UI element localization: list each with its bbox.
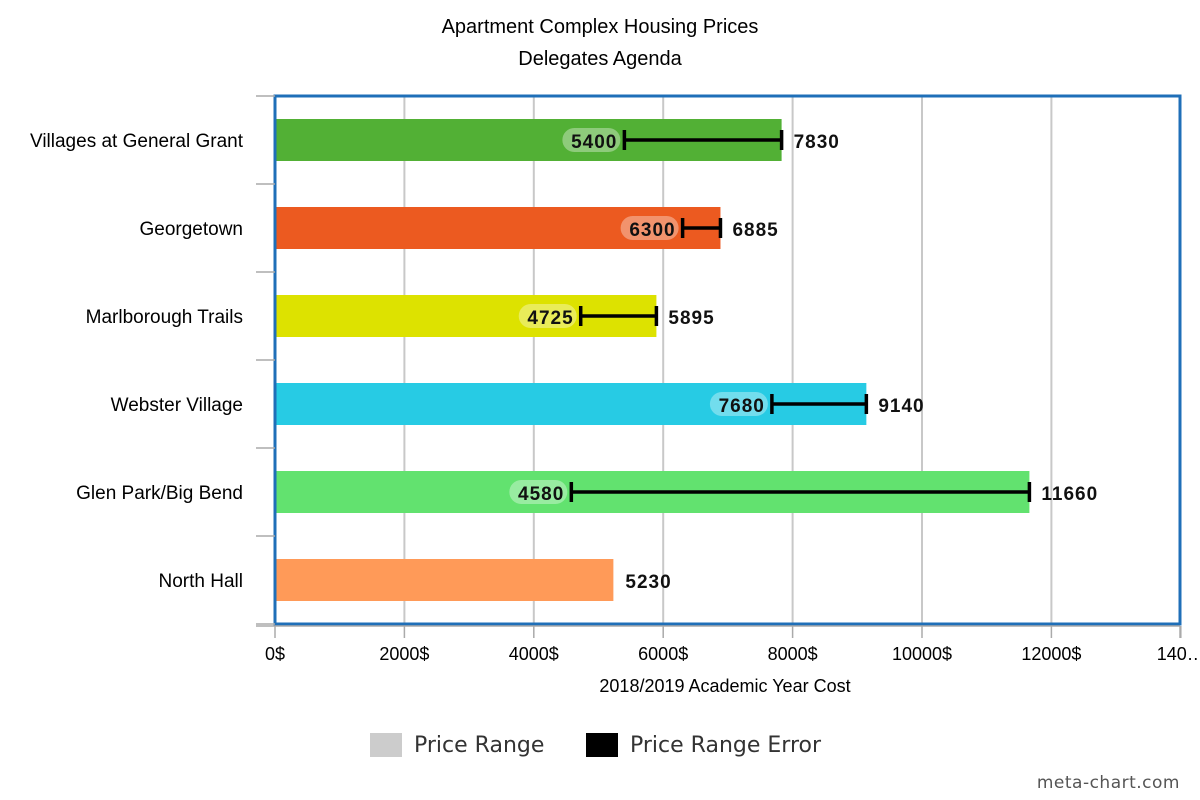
legend-item-price-range[interactable]: Price Range <box>370 732 544 758</box>
x-tick-label: 2000$ <box>379 644 429 664</box>
bar-value-label: 7830 <box>794 132 840 153</box>
bar-value-label: 5230 <box>625 572 671 593</box>
error-low-label: 5400 <box>571 132 617 153</box>
error-bars <box>569 130 1032 502</box>
chart-title: Apartment Complex Housing Prices <box>441 16 759 38</box>
category-label-webster-village: Webster Village <box>111 395 243 416</box>
bars <box>275 119 1030 601</box>
legend-swatch-price-range <box>370 733 402 757</box>
error-low-label: 6300 <box>629 220 675 241</box>
error-low-label-glow <box>709 392 768 416</box>
bar-north-hall <box>275 559 614 601</box>
data-labels: 7830 5400 6885 6300 5895 4725 9140 7680 11660 458… <box>509 128 1098 593</box>
legend-item-price-range-error[interactable]: Price Range Error <box>586 732 821 758</box>
bar-value-label: 11660 <box>1041 484 1098 505</box>
error-low-label-glow <box>562 128 621 152</box>
chart-subtitle: Delegates Agenda <box>518 48 682 70</box>
error-low-label-glow <box>509 480 568 504</box>
plot-frame <box>273 94 1182 626</box>
error-low-label: 4580 <box>518 484 564 505</box>
bar-webster-village <box>275 383 867 425</box>
bar-value-label: 5895 <box>668 308 714 329</box>
x-tick-label: 140… <box>1157 644 1200 664</box>
error-low-label: 4725 <box>527 308 573 329</box>
category-label-north-hall: North Hall <box>159 571 243 592</box>
x-tick-label: 0$ <box>265 644 285 664</box>
category-label-marlborough-trails: Marlborough Trails <box>86 307 243 328</box>
bar-georgetown <box>275 207 721 249</box>
legend-label-price-range: Price Range <box>414 732 545 758</box>
x-tick-label: 4000$ <box>509 644 559 664</box>
bar-value-label: 9140 <box>878 396 924 417</box>
error-low-label-glow <box>620 216 679 240</box>
x-tick-label: 12000$ <box>1021 644 1081 664</box>
x-tick-label: 6000$ <box>638 644 688 664</box>
grid-lines <box>403 96 1053 624</box>
error-low-label: 7680 <box>719 396 765 417</box>
plot-border <box>273 94 1182 626</box>
x-tick-label: 10000$ <box>892 644 952 664</box>
bar-value-label: 6885 <box>732 220 778 241</box>
category-label-georgetown: Georgetown <box>139 219 243 240</box>
legend-label-price-range-error: Price Range Error <box>630 732 822 758</box>
axes: 0$ 2000$ 4000$ 6000$ 8000$ 10000$ 12000$ 140… Vi… <box>30 95 1200 664</box>
category-label-glen-park-big-bend: Glen Park/Big Bend <box>76 483 243 504</box>
category-label-villages-at-general-grant: Villages at General Grant <box>30 131 244 152</box>
x-axis-title: 2018/2019 Academic Year Cost <box>599 676 850 696</box>
legend-swatch-price-range-error <box>586 733 618 757</box>
x-tick-label: 8000$ <box>768 644 818 664</box>
error-low-label-glow <box>518 304 577 328</box>
watermark: meta-chart.com <box>1036 773 1180 793</box>
